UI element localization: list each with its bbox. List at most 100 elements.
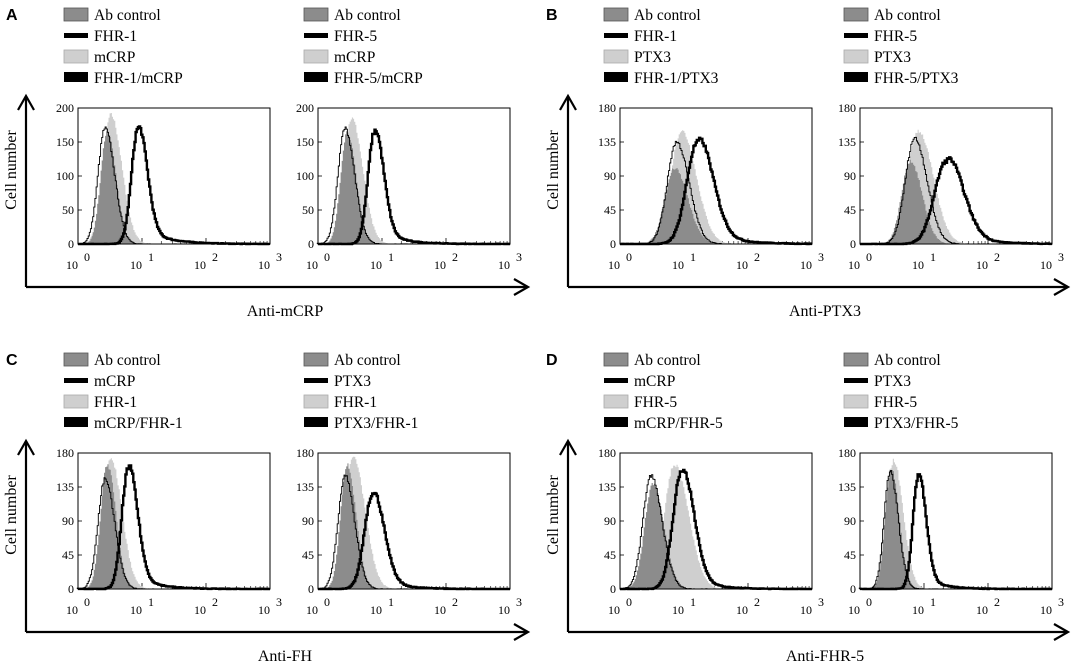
x-tick-exponent: 0 [866, 250, 872, 264]
x-tick-exponent: 1 [930, 595, 936, 609]
histogram-ab-control [620, 483, 812, 589]
panel-letter: D [546, 352, 558, 369]
panel-B: B Cell number Anti-PTX3 Ab control FHR-1 PTX3… [545, 7, 1071, 320]
y-tick-label: 0 [68, 237, 74, 251]
x-tick-base: 10 [848, 603, 860, 617]
legend-swatch [844, 33, 868, 38]
panel-letter: A [6, 7, 18, 24]
x-tick-base: 10 [130, 603, 142, 617]
x-tick-base: 10 [434, 258, 446, 272]
legend-swatch [63, 352, 89, 367]
y-tick-label: 135 [838, 135, 856, 149]
legend-label: PTX3 [634, 49, 671, 66]
plot-frame-border [619, 107, 813, 245]
legend-label: Ab control [634, 352, 701, 369]
panel-A: A Cell number Anti-mCRP Ab control FHR-1 mCRP… [3, 7, 531, 320]
histogram-ab-control [860, 469, 1052, 589]
legend-label: FHR-1/mCRP [94, 70, 183, 87]
x-tick-exponent: 3 [818, 250, 824, 264]
y-tick-label: 0 [610, 582, 616, 596]
y-axis-arrowhead [17, 438, 35, 456]
x-tick-exponent: 2 [452, 595, 458, 609]
x-tick-base: 10 [434, 603, 446, 617]
x-tick-base: 10 [370, 603, 382, 617]
legend-label: FHR-5/mCRP [334, 70, 423, 87]
y-tick-label: 180 [838, 101, 856, 115]
histogram-plot: Ab control mCRP FHR-5 mCRP/FHR-5 0 45 90 135 180… [598, 352, 824, 617]
legend-label: mCRP [94, 49, 135, 66]
legend-label: Ab control [94, 352, 161, 369]
plot-frame-border [77, 452, 271, 590]
x-tick-exponent: 2 [994, 595, 1000, 609]
legend-swatch [304, 378, 328, 383]
x-tick-exponent: 3 [276, 250, 282, 264]
x-tick-exponent: 0 [84, 595, 90, 609]
legend-swatch [64, 72, 88, 82]
y-axis-arrowhead [559, 93, 577, 111]
y-tick-label: 50 [62, 203, 74, 217]
legend-label: PTX3 [874, 373, 911, 390]
histogram-single-stain [78, 458, 270, 589]
x-tick-base: 10 [194, 258, 206, 272]
x-axis-label: Anti-FH [258, 648, 313, 664]
x-tick-exponent: 2 [212, 595, 218, 609]
y-tick-label: 100 [296, 169, 314, 183]
x-tick-base: 10 [66, 603, 78, 617]
x-tick-exponent: 0 [324, 595, 330, 609]
x-tick-base: 10 [736, 603, 748, 617]
legend-label: mCRP/FHR-5 [634, 415, 723, 432]
x-tick-base: 10 [194, 603, 206, 617]
y-tick-label: 180 [598, 101, 616, 115]
x-tick-exponent: 0 [866, 595, 872, 609]
legend-swatch [603, 352, 629, 367]
x-tick-exponent: 2 [452, 250, 458, 264]
panel-D: D Cell number Anti-FHR-5 Ab control mCRP FHR-… [545, 352, 1071, 664]
y-tick-label: 200 [296, 101, 314, 115]
y-tick-label: 135 [56, 480, 74, 494]
x-axis-label: Anti-FHR-5 [786, 648, 864, 664]
x-tick-exponent: 0 [626, 250, 632, 264]
legend-label: PTX3 [334, 373, 371, 390]
x-tick-exponent: 1 [388, 595, 394, 609]
x-tick-base: 10 [848, 258, 860, 272]
x-tick-exponent: 2 [754, 250, 760, 264]
y-tick-label: 100 [56, 169, 74, 183]
x-tick-base: 10 [672, 603, 684, 617]
y-axis-label: Cell number [3, 475, 20, 555]
legend-swatch [63, 394, 89, 409]
legend-swatch [304, 72, 328, 82]
histogram-plot: Ab control PTX3 FHR-1 PTX3/FHR-1 0 45 90 135 180… [296, 352, 522, 617]
y-tick-label: 0 [850, 237, 856, 251]
histogram-single-stain [860, 458, 1052, 589]
legend-swatch [843, 49, 869, 64]
x-tick-exponent: 1 [690, 250, 696, 264]
legend-swatch [604, 33, 628, 38]
plot-frame-border [317, 452, 511, 590]
legend-swatch [64, 33, 88, 38]
y-tick-label: 90 [844, 514, 856, 528]
legend-swatch [303, 394, 329, 409]
legend-label: Ab control [94, 7, 161, 24]
x-tick-exponent: 3 [516, 595, 522, 609]
legend-label: FHR-5 [634, 394, 677, 411]
y-tick-label: 90 [844, 169, 856, 183]
histogram-plot: Ab control mCRP FHR-1 mCRP/FHR-1 0 45 90 135 180… [56, 352, 282, 617]
legend-swatch [604, 417, 628, 427]
y-tick-label: 0 [308, 582, 314, 596]
legend-swatch [64, 378, 88, 383]
legend-label: PTX3 [874, 49, 911, 66]
x-tick-base: 10 [736, 258, 748, 272]
legend-label: Ab control [334, 352, 401, 369]
y-tick-label: 135 [838, 480, 856, 494]
x-tick-exponent: 0 [626, 595, 632, 609]
legend-label: FHR-5 [874, 28, 917, 45]
x-axis-label: Anti-mCRP [247, 303, 324, 320]
panel-letter: B [546, 7, 558, 24]
y-tick-label: 180 [56, 446, 74, 460]
legend-swatch [304, 33, 328, 38]
y-tick-label: 50 [302, 203, 314, 217]
y-tick-label: 150 [56, 135, 74, 149]
plot-frame [859, 107, 1053, 245]
x-axis-label: Anti-PTX3 [789, 303, 861, 320]
x-tick-exponent: 1 [148, 250, 154, 264]
